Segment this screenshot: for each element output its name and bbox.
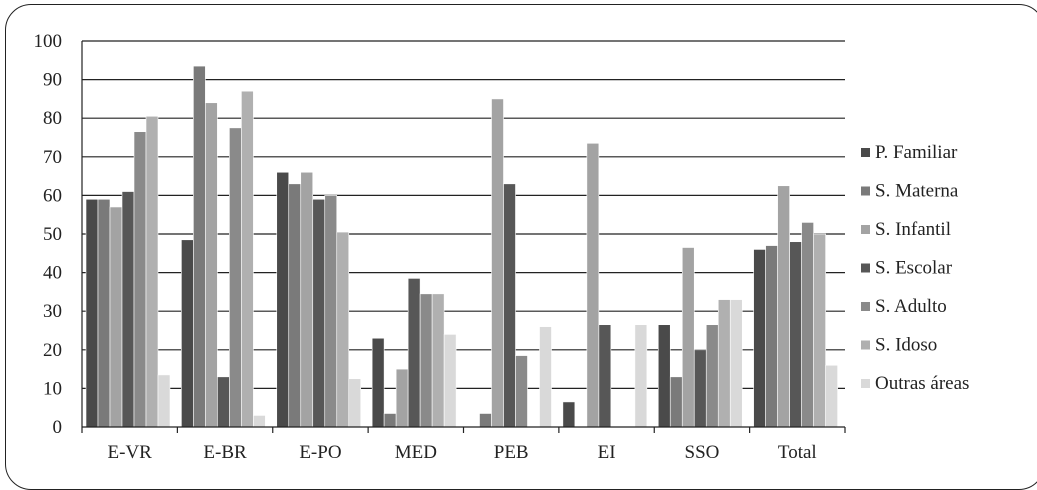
bar-total-3 bbox=[789, 241, 802, 428]
y-tick-label: 40 bbox=[43, 263, 62, 284]
bar-e-po-1 bbox=[288, 183, 302, 428]
bar-med-5 bbox=[431, 293, 445, 428]
bar-total-1 bbox=[765, 245, 778, 428]
bar-e-po-6 bbox=[348, 378, 362, 428]
legend-swatch bbox=[861, 225, 870, 234]
x-tick-label: SSO bbox=[685, 442, 720, 463]
legend-label: S. Adulto bbox=[875, 296, 947, 317]
legend-swatch bbox=[861, 379, 870, 388]
y-tick-label: 10 bbox=[43, 378, 62, 399]
bar-total-4 bbox=[801, 222, 814, 428]
bar-e-vr-4 bbox=[133, 131, 147, 428]
chart: 0 10 20 30 40 50 60 70 80 90 100 E-VR E-BR E-PO MED PE… bbox=[34, 31, 970, 463]
bar-sso-6 bbox=[729, 299, 743, 428]
bar-e-po-2 bbox=[300, 171, 314, 428]
y-tick-label: 20 bbox=[43, 340, 62, 361]
y-tick-label: 100 bbox=[34, 31, 63, 52]
bar-sso-5 bbox=[717, 299, 731, 428]
bar-sso-3 bbox=[693, 349, 707, 428]
bar-peb-1 bbox=[479, 413, 492, 428]
bar-peb-3 bbox=[503, 183, 516, 428]
bar-e-br-6 bbox=[253, 415, 266, 428]
x-tick-label: Total bbox=[778, 442, 817, 463]
legend-label: S. Escolar bbox=[875, 258, 953, 279]
bar-ei-2 bbox=[586, 142, 600, 428]
bar-med-3 bbox=[407, 278, 421, 428]
legend-label: S. Materna bbox=[875, 181, 959, 202]
bar-ei-0 bbox=[562, 401, 576, 428]
y-tick-labels: 0 10 20 30 40 50 60 70 80 90 100 bbox=[34, 31, 63, 438]
y-tick-label: 0 bbox=[53, 417, 63, 438]
legend-swatch bbox=[861, 340, 870, 350]
x-tick-label: E-BR bbox=[203, 442, 247, 463]
bar-sso-1 bbox=[669, 376, 683, 428]
bar-e-po-0 bbox=[276, 171, 290, 428]
bars bbox=[85, 65, 838, 428]
x-tick-label: MED bbox=[395, 442, 437, 463]
bar-e-br-5 bbox=[241, 90, 254, 428]
bar-sso-2 bbox=[681, 247, 695, 428]
bar-e-vr-6 bbox=[157, 374, 171, 428]
bar-med-4 bbox=[419, 293, 433, 428]
bar-e-po-5 bbox=[336, 231, 350, 428]
bar-e-vr-5 bbox=[145, 115, 159, 428]
bar-total-2 bbox=[777, 185, 790, 428]
legend-swatch bbox=[861, 302, 870, 311]
y-tick-label: 30 bbox=[43, 301, 62, 322]
bar-total-6 bbox=[825, 364, 838, 428]
y-tick-label: 90 bbox=[43, 70, 62, 91]
legend-label: P. Familiar bbox=[875, 142, 958, 163]
y-tick-label: 60 bbox=[43, 185, 62, 206]
bar-total-0 bbox=[753, 249, 766, 428]
bar-sso-0 bbox=[657, 324, 671, 428]
bar-e-br-4 bbox=[229, 127, 242, 428]
legend: P. Familiar S. Materna S. Infantil S. Escol… bbox=[861, 142, 969, 394]
bar-sso-4 bbox=[705, 324, 719, 428]
legend-label: S. Infantil bbox=[875, 219, 951, 240]
axes bbox=[81, 41, 846, 433]
y-tick-label: 80 bbox=[43, 108, 62, 129]
x-tick-label: EI bbox=[598, 442, 616, 463]
bar-med-1 bbox=[383, 413, 397, 428]
bar-total-5 bbox=[813, 233, 826, 428]
bar-e-br-3 bbox=[217, 376, 230, 428]
bar-peb-2 bbox=[491, 98, 504, 428]
bar-e-vr-1 bbox=[97, 198, 111, 428]
bar-e-vr-2 bbox=[109, 206, 123, 428]
bar-ei-6 bbox=[634, 324, 648, 428]
bar-peb-4 bbox=[515, 355, 528, 428]
y-tick-label: 70 bbox=[43, 147, 62, 168]
x-tick-label: E-VR bbox=[108, 442, 153, 463]
x-tick-label: E-PO bbox=[299, 442, 341, 463]
x-tick-label: PEB bbox=[494, 442, 529, 463]
bar-e-br-0 bbox=[181, 239, 194, 428]
bar-med-6 bbox=[443, 334, 457, 428]
bar-ei-3 bbox=[598, 324, 612, 428]
bar-e-br-2 bbox=[205, 102, 218, 428]
bar-med-2 bbox=[395, 368, 409, 428]
legend-label: Outras áreas bbox=[875, 373, 969, 394]
bar-e-po-3 bbox=[312, 198, 326, 428]
legend-swatch bbox=[861, 148, 870, 157]
bar-peb-6 bbox=[539, 326, 552, 428]
x-tick-labels: E-VR E-BR E-PO MED PEB EI SSO Total bbox=[108, 442, 817, 463]
legend-label: S. Idoso bbox=[875, 335, 937, 356]
bar-e-vr-0 bbox=[85, 198, 99, 428]
y-tick-label: 50 bbox=[43, 224, 62, 245]
bar-e-vr-3 bbox=[121, 191, 135, 428]
legend-swatch bbox=[861, 186, 870, 196]
legend-swatch bbox=[861, 263, 870, 273]
bar-e-po-4 bbox=[324, 195, 338, 428]
bar-e-br-1 bbox=[193, 65, 206, 428]
bar-med-0 bbox=[371, 337, 385, 428]
